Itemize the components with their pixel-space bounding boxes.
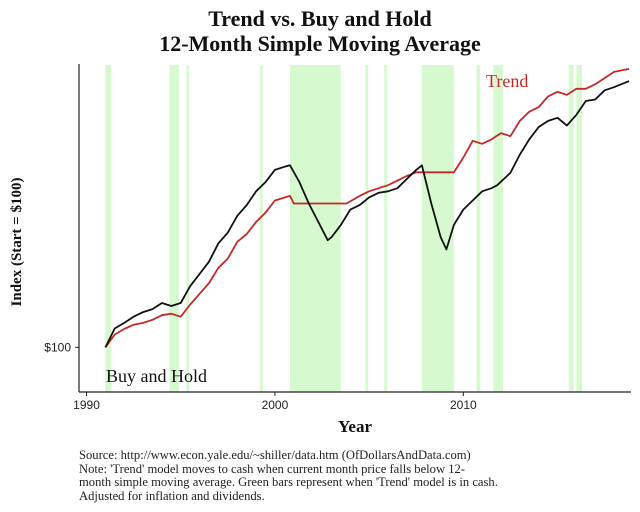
y-ticks: $100 [44, 340, 79, 354]
source-line-1: Source: http://www.econ.yale.edu/~shille… [79, 448, 471, 462]
cash-period-bar [259, 65, 263, 392]
cash-period-bar [169, 65, 179, 392]
note-line-3: month simple moving average. Green bars … [79, 475, 498, 489]
line-chart: 1990 2000 2010 $100 Year Index (Start = $1… [9, 64, 631, 436]
y-tick-label: $100 [44, 340, 71, 354]
buy-and-hold-line [104, 80, 630, 348]
x-tick-label: 2010 [450, 398, 477, 412]
trend-series-label: Trend [486, 71, 528, 91]
series-lines [104, 68, 630, 348]
note-line-2: Note: 'Trend' model moves to cash when c… [79, 461, 465, 476]
x-tick-label: 1990 [73, 398, 100, 412]
note-line-4: Adjusted for inflation and dividends. [79, 488, 265, 503]
trend-line [104, 68, 630, 348]
cash-period-bar [384, 65, 388, 392]
source-note: Source: http://www.econ.yale.edu/~shille… [79, 448, 619, 503]
cash-period-bar [568, 65, 574, 392]
x-ticks: 1990 2000 2010 [73, 392, 477, 412]
x-tick-label: 2000 [262, 398, 289, 412]
buy-and-hold-series-label: Buy and Hold [106, 366, 207, 386]
cash-period-bar [365, 65, 369, 392]
chart-subtitle: 12-Month Simple Moving Average [159, 31, 481, 56]
cash-period-bar [186, 65, 190, 392]
cash-period-bar [105, 65, 112, 392]
cash-period-bar [476, 65, 481, 392]
cash-period-bar [493, 65, 503, 392]
x-axis-label: Year [338, 417, 372, 436]
y-axis-label: Index (Start = $100) [9, 178, 25, 307]
cash-periods [105, 65, 583, 392]
cash-period-bar [576, 65, 583, 392]
chart-title: Trend vs. Buy and Hold [208, 6, 432, 31]
cash-period-bar [290, 65, 341, 392]
